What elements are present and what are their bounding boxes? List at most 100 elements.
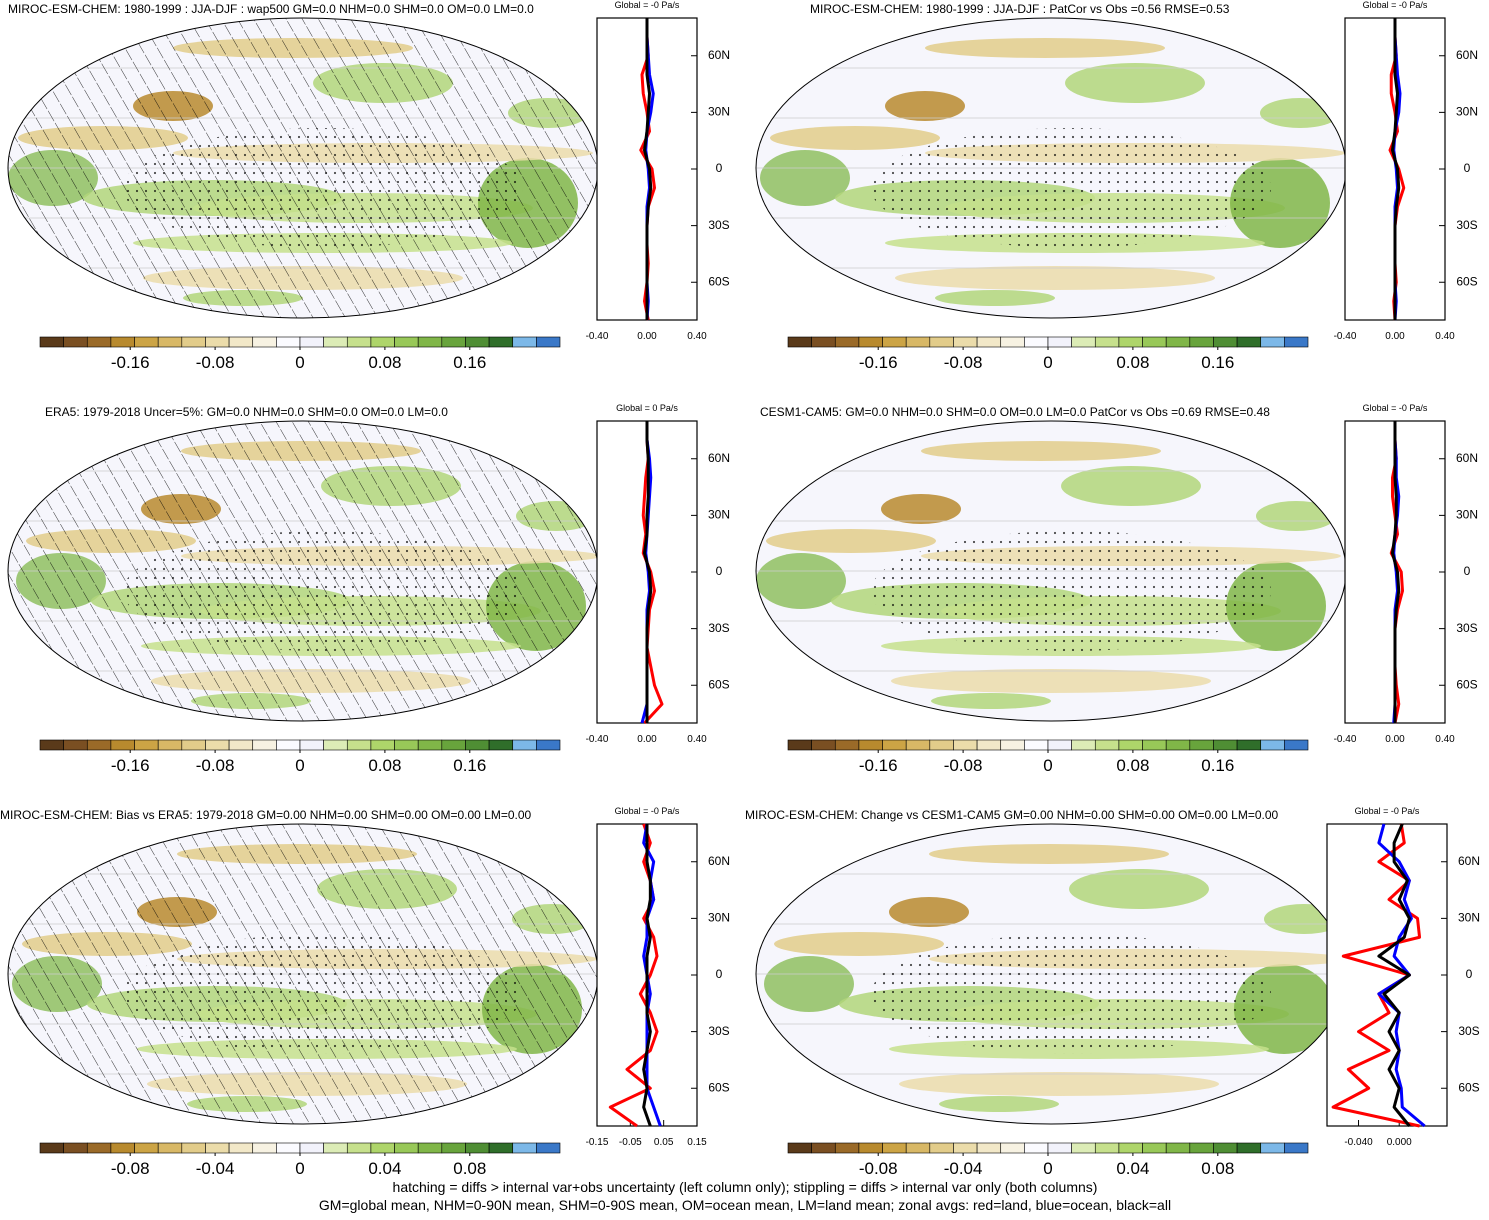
- colorbar-box: [323, 739, 348, 751]
- colorbar-box: [882, 1142, 907, 1154]
- colorbar-label: -0.16: [111, 353, 150, 372]
- y-tick-label: 60N: [1456, 48, 1478, 62]
- colorbar-label: -0.04: [944, 1159, 983, 1178]
- panel-title: MIROC-ESM-CHEM: Bias vs ERA5: 1979-2018 …: [0, 808, 532, 822]
- colorbar-box: [834, 739, 860, 751]
- map-shading: [1260, 98, 1340, 128]
- zonal-line: [1391, 18, 1401, 320]
- colorbar-box: [39, 739, 64, 751]
- colorbar-label: 0.08: [1116, 353, 1149, 372]
- y-tick-label: 0: [1464, 564, 1471, 578]
- profile-title: Global = 0 Pa/s: [616, 403, 678, 413]
- x-tick-label: 0.40: [1435, 734, 1455, 745]
- colorbar-label: 0.08: [1201, 1159, 1234, 1178]
- map-shading: [764, 956, 854, 1012]
- y-tick-label: 60N: [708, 854, 730, 868]
- x-tick-label: 0.40: [687, 734, 707, 745]
- panel-title: CESM1-CAM5: GM=0.0 NHM=0.0 SHM=0.0 OM=0.…: [760, 405, 1270, 419]
- colorbar-box: [929, 1142, 954, 1154]
- profile-title: Global = -0 Pa/s: [615, 0, 680, 10]
- colorbar-box: [1165, 336, 1191, 348]
- colorbar-box: [1047, 1142, 1072, 1154]
- colorbar-box: [1024, 336, 1049, 348]
- colorbar-box: [1024, 739, 1049, 751]
- colorbar-box: [1284, 1142, 1309, 1154]
- colorbar-box: [512, 336, 537, 348]
- colorbar-box: [205, 336, 230, 348]
- colorbar-label: 0.16: [1201, 353, 1234, 372]
- map-shading: [885, 91, 965, 121]
- x-tick-label: 0.40: [687, 331, 707, 342]
- colorbar-box: [1284, 336, 1309, 348]
- colorbar-box: [252, 336, 277, 348]
- x-tick-label: -0.40: [1334, 331, 1357, 342]
- colorbar-label: 0: [295, 353, 304, 372]
- zonal-line: [643, 18, 653, 320]
- colorbar-box: [1142, 1142, 1167, 1154]
- colorbar-label: -0.16: [111, 756, 150, 775]
- y-tick-label: 30S: [1456, 218, 1477, 232]
- colorbar-label: 0.16: [1201, 756, 1234, 775]
- zonal-line: [643, 421, 653, 723]
- colorbar-box: [1260, 336, 1285, 348]
- colorbar-box: [63, 1142, 88, 1154]
- colorbar-box: [858, 1142, 883, 1154]
- profile-title: Global = -0 Pa/s: [1355, 806, 1420, 816]
- x-tick-label: 0.05: [654, 1137, 674, 1148]
- map: [756, 824, 1346, 1124]
- y-tick-label: 60S: [708, 274, 729, 288]
- x-tick-label: 0.15: [687, 1137, 707, 1148]
- y-tick-label: 30N: [1456, 508, 1478, 522]
- colorbar-box: [1118, 1142, 1143, 1154]
- colorbar-box: [1047, 739, 1072, 751]
- colorbar-box: [953, 739, 978, 751]
- map-shading: [766, 529, 936, 553]
- map-shading: [931, 693, 1051, 709]
- colorbar-box: [157, 1142, 183, 1154]
- x-tick-label: -0.15: [586, 1137, 609, 1148]
- colorbar-box: [370, 1142, 395, 1154]
- colorbar-box: [417, 336, 443, 348]
- map: [756, 18, 1346, 318]
- x-tick-label: -0.40: [1334, 734, 1357, 745]
- colorbar-box: [488, 336, 514, 348]
- colorbar-box: [63, 739, 88, 751]
- map-shading: [899, 1072, 1219, 1096]
- colorbar-label: 0.16: [453, 756, 486, 775]
- colorbar-box: [181, 336, 206, 348]
- colorbar-box: [882, 336, 907, 348]
- colorbar-box: [1094, 1142, 1120, 1154]
- colorbar-box: [1118, 739, 1143, 751]
- profile-title: Global = -0 Pa/s: [1363, 403, 1428, 413]
- colorbar-box: [134, 336, 159, 348]
- colorbar-box: [394, 1142, 419, 1154]
- y-tick-label: 30N: [708, 105, 730, 119]
- x-tick-label: 0.40: [1435, 331, 1455, 342]
- y-tick-label: 30S: [1456, 621, 1477, 635]
- profile-title: Global = -0 Pa/s: [1363, 0, 1428, 10]
- colorbar-box: [39, 1142, 64, 1154]
- y-tick-label: 60N: [708, 48, 730, 62]
- colorbar-box: [86, 336, 112, 348]
- y-tick-label: 0: [1464, 161, 1471, 175]
- y-tick-label: 0: [716, 564, 723, 578]
- colorbar-box: [787, 1142, 812, 1154]
- colorbar-label: -0.08: [944, 353, 983, 372]
- colorbar-box: [1094, 739, 1120, 751]
- colorbar-box: [417, 739, 443, 751]
- stippling: [871, 934, 1271, 1054]
- panel-title: ERA5: 1979-2018 Uncer=5%: GM=0.0 NHM=0.0…: [45, 405, 448, 419]
- x-tick-label: -0.40: [586, 734, 609, 745]
- colorbar-box: [276, 1142, 301, 1154]
- colorbar-box: [811, 1142, 836, 1154]
- colorbar-box: [976, 336, 1002, 348]
- colorbar-label: 0.04: [368, 1159, 401, 1178]
- colorbar-box: [299, 336, 324, 348]
- map-shading: [770, 126, 940, 150]
- colorbar-box: [1094, 336, 1120, 348]
- colorbar-label: 0: [1043, 756, 1052, 775]
- stippling: [871, 531, 1271, 651]
- y-tick-label: 60S: [1458, 1080, 1479, 1094]
- colorbar-label: 0: [295, 1159, 304, 1178]
- y-tick-label: 0: [716, 161, 723, 175]
